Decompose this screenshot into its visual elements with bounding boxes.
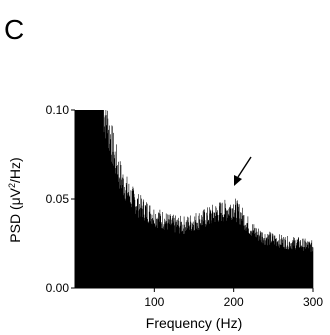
panel-label: C <box>4 14 24 45</box>
x-axis-title: Frequency (Hz) <box>146 315 242 331</box>
y-tick-label: 0.00 <box>46 281 70 295</box>
y-tick-label: 0.10 <box>46 103 70 117</box>
y-axis-title-prefix: PSD ( <box>7 205 23 243</box>
spectrum-series <box>74 110 314 288</box>
y-axis-title: PSD (μV2/Hz) <box>7 157 23 242</box>
y-axis-title-mu: μ <box>7 197 23 205</box>
y-axis-title-unit: V <box>7 187 23 197</box>
x-axis-ticks: 100 200 300 <box>144 288 323 309</box>
spectrum-trace <box>74 110 314 288</box>
y-axis-title-exp: 2 <box>7 183 17 188</box>
peak-arrow <box>234 156 252 186</box>
x-tick-label: 100 <box>144 295 164 309</box>
y-axis-ticks: 0.00 0.05 0.10 <box>46 103 75 295</box>
peak-arrow-head <box>234 175 242 186</box>
x-tick-label: 300 <box>303 295 323 309</box>
plot-area: 100 200 300 0.00 0.05 0.10 <box>46 103 324 309</box>
peak-arrow-shaft <box>237 156 252 178</box>
y-axis-title-suffix: /Hz) <box>7 157 23 183</box>
y-tick-label: 0.05 <box>46 192 70 206</box>
x-tick-label: 200 <box>224 295 244 309</box>
